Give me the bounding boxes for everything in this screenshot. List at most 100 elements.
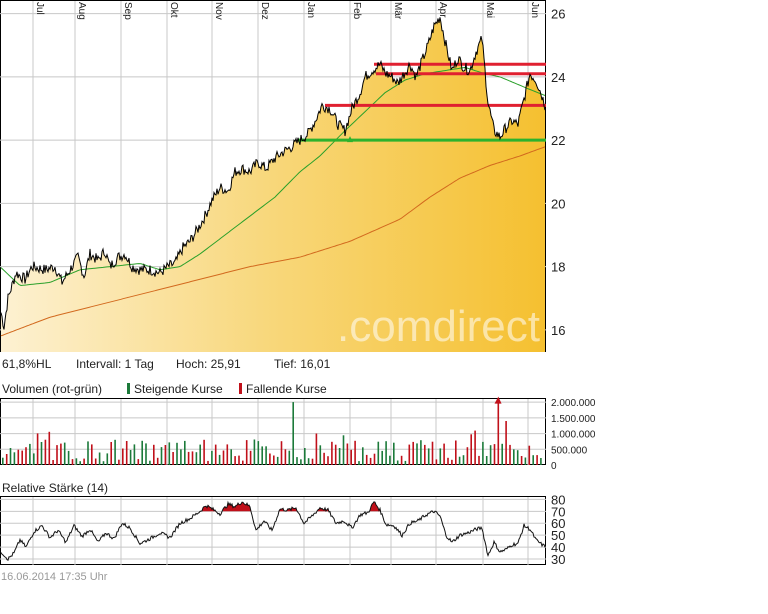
price-y-tick-0: 16 xyxy=(551,323,565,338)
volume-bar xyxy=(94,458,97,465)
volume-bar xyxy=(52,460,54,465)
volume-bar xyxy=(87,441,89,465)
volume-bar xyxy=(156,457,159,465)
volume-bar xyxy=(137,459,140,465)
volume-bar xyxy=(431,441,434,465)
volume-bar xyxy=(358,461,360,465)
volume-bar xyxy=(114,439,116,465)
volume-bar xyxy=(234,456,236,465)
price-lines xyxy=(0,17,546,337)
volume-bar xyxy=(5,454,8,465)
volume-panel: Volumen (rot-grün) Steigende Kurse Falle… xyxy=(0,382,596,472)
volume-bar xyxy=(296,457,298,465)
volume-bar xyxy=(44,439,47,465)
volume-y-tick-3: 500.000 xyxy=(551,445,588,456)
volume-bar xyxy=(13,452,16,465)
volume-bar xyxy=(381,450,383,465)
volume-bar xyxy=(218,454,221,465)
x-tick-1: Aug xyxy=(76,2,87,20)
volume-bar xyxy=(439,448,442,465)
volume-bar xyxy=(141,440,143,465)
volume-bar xyxy=(172,452,174,465)
x-tick-4: Nov xyxy=(213,2,224,20)
volume-bar xyxy=(261,446,263,465)
volume-y-tick-labels: 2.000.000 1.500.000 1.000.000 500.000 0 xyxy=(551,398,596,472)
volume-bar xyxy=(284,449,287,465)
price-y-tick-5: 26 xyxy=(551,7,565,22)
ma-long-line xyxy=(0,146,546,337)
volume-bar xyxy=(424,444,426,465)
volume-bar xyxy=(443,443,445,465)
volume-bar xyxy=(280,441,283,465)
volume-bar xyxy=(404,460,407,465)
volume-bar xyxy=(83,458,85,465)
volume-bar xyxy=(21,450,23,465)
volume-bar xyxy=(338,448,341,465)
volume-bar xyxy=(129,450,132,465)
volume-bar xyxy=(36,433,39,465)
x-tick-6: Jan xyxy=(305,2,316,18)
volume-bar xyxy=(110,442,112,465)
volume-y-tick-1: 1.500.000 xyxy=(551,414,596,425)
ma-short-line xyxy=(0,66,546,287)
volume-bar xyxy=(25,447,27,465)
rsi-line xyxy=(0,500,546,561)
x-tick-2: Sep xyxy=(122,2,133,20)
volume-bar xyxy=(482,441,484,465)
x-tick-8: Mär xyxy=(392,2,403,20)
x-tick-9: Apr xyxy=(437,2,448,18)
volume-bar xyxy=(98,452,101,465)
x-tick-3: Okt xyxy=(168,2,179,18)
volume-bar xyxy=(207,460,209,465)
volume-bar xyxy=(377,441,380,465)
volume-bar xyxy=(160,447,163,465)
volume-bar xyxy=(315,433,318,465)
volume-bar xyxy=(509,444,511,465)
volume-bar xyxy=(48,431,51,465)
volume-bar xyxy=(214,444,217,465)
volume-bar xyxy=(75,458,78,465)
rsi-y-tick-2: 60 xyxy=(551,516,565,531)
volume-bar xyxy=(180,449,182,465)
volume-bar xyxy=(153,444,155,465)
volume-bar xyxy=(184,440,186,465)
volume-bar xyxy=(226,444,229,465)
volume-bar xyxy=(149,460,151,465)
volume-bar xyxy=(253,439,256,465)
rsi-y-tick-4: 40 xyxy=(551,540,565,555)
price-y-tick-labels: 16 18 20 22 24 26 xyxy=(551,7,565,338)
volume-bar xyxy=(342,435,345,465)
volume-bar xyxy=(396,460,399,465)
volume-bar xyxy=(412,441,414,465)
volume-bar xyxy=(203,439,205,465)
volume-bar xyxy=(524,457,527,465)
legend-swatch-falling xyxy=(239,383,242,394)
volume-bar xyxy=(67,450,70,465)
legend-swatch-rising xyxy=(127,383,130,394)
volume-arrow-marker xyxy=(494,396,502,404)
volume-bar xyxy=(365,454,368,465)
volume-bar xyxy=(265,446,267,465)
volume-bar xyxy=(501,443,503,465)
volume-bar xyxy=(222,450,225,465)
volume-bar xyxy=(245,440,248,465)
rsi-grid xyxy=(0,497,546,565)
volume-bar xyxy=(362,447,364,465)
volume-bar xyxy=(385,441,387,465)
volume-bar xyxy=(230,449,232,465)
rsi-title: Relative Stärke (14) xyxy=(2,481,108,495)
volume-bar xyxy=(79,461,81,465)
volume-bar xyxy=(191,451,194,465)
volume-bar xyxy=(513,449,515,465)
volume-bar xyxy=(122,448,124,465)
legend-rising: Steigende Kurse xyxy=(134,382,223,396)
volume-bar xyxy=(323,452,325,465)
volume-bar xyxy=(540,458,542,465)
volume-bar xyxy=(369,457,372,465)
volume-bar xyxy=(164,445,167,465)
volume-bar xyxy=(451,459,453,465)
volume-y-tick-4: 0 xyxy=(551,461,557,472)
volume-bar xyxy=(327,456,329,465)
